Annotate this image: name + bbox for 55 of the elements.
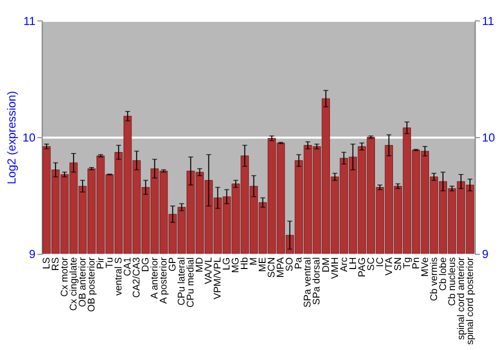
x-tick-label: CA2/CA3 bbox=[132, 257, 143, 298]
x-tick-label: SCN bbox=[266, 257, 278, 278]
y-axis-title: Log2 (expression) bbox=[6, 90, 19, 184]
x-tick-label: ME bbox=[258, 256, 269, 272]
x-tick-label: GP bbox=[168, 257, 179, 272]
y2-tick-label: 9 bbox=[482, 248, 488, 262]
x-tick-label: CA1 bbox=[122, 257, 134, 276]
x-tick-label: SO bbox=[284, 256, 296, 272]
x-tick-label: Tg bbox=[402, 257, 413, 269]
x-tick-label: MD bbox=[194, 257, 206, 272]
x-tick-label: LS bbox=[41, 256, 52, 270]
y-tick-label: 10 bbox=[22, 132, 36, 145]
x-tick-label: SPa dorsal bbox=[312, 257, 323, 305]
x-tick-label: CPu medial bbox=[186, 257, 197, 308]
x-tick-label: spinal cord posterior bbox=[464, 256, 476, 345]
x-tick-label: VPM/VPL bbox=[212, 256, 224, 300]
x-tick-label: Arc bbox=[338, 257, 350, 272]
y2-tick-label: 11 bbox=[482, 14, 494, 28]
x-tick-label: Pa bbox=[294, 256, 305, 270]
x-tick-label: Cx motor bbox=[59, 256, 70, 297]
x-tick-label: VTA bbox=[384, 256, 395, 276]
x-tick-label: A posterior bbox=[158, 256, 170, 304]
x-tick-label: SN bbox=[392, 257, 404, 271]
x-tick-label: RS bbox=[50, 256, 62, 271]
x-tick-label: CPu lateral bbox=[176, 257, 188, 306]
x-tick-label: SPa ventral bbox=[302, 257, 314, 308]
x-tick-label: LH bbox=[348, 257, 359, 270]
x-tick-label: MPA bbox=[276, 256, 287, 278]
x-tick-label: Pn bbox=[410, 257, 422, 270]
x-tick-label: ventral S bbox=[114, 256, 125, 296]
x-tick-label: A anterior bbox=[150, 256, 161, 299]
x-tick-label: Cb nucleus bbox=[446, 257, 458, 306]
x-tick-label: VA/VL bbox=[204, 256, 215, 284]
y2-tick-label: 10 bbox=[482, 132, 496, 145]
x-tick-label: Hb bbox=[240, 257, 251, 270]
x-tick-label: SC bbox=[366, 257, 377, 271]
x-tick-label: OB posterior bbox=[86, 256, 98, 312]
y-tick-label: 11 bbox=[23, 14, 36, 28]
x-tick-label: Tu bbox=[104, 257, 116, 268]
x-tick-label: Pir bbox=[96, 256, 107, 270]
x-tick-label: LG bbox=[222, 257, 233, 270]
x-tick-label: Cx cingulate bbox=[68, 257, 80, 311]
x-tick-label: VMH bbox=[330, 257, 341, 279]
x-tick-label: PAG bbox=[356, 257, 368, 278]
y-tick-label: 9 bbox=[29, 248, 36, 262]
x-tick-label: Cb vermis bbox=[428, 257, 440, 302]
x-tick-label: IC bbox=[374, 257, 386, 267]
x-tick-label: MG bbox=[230, 257, 242, 273]
x-tick-label: DG bbox=[140, 257, 152, 272]
x-tick-label: Cb lobe bbox=[438, 257, 449, 291]
x-tick-label: OB anterior bbox=[78, 256, 89, 307]
x-tick-label: MVe bbox=[420, 257, 431, 277]
x-tick-label: DM bbox=[320, 257, 332, 272]
x-tick-label: M bbox=[248, 257, 260, 266]
x-tick-label: spinal cord anterior bbox=[456, 256, 467, 340]
